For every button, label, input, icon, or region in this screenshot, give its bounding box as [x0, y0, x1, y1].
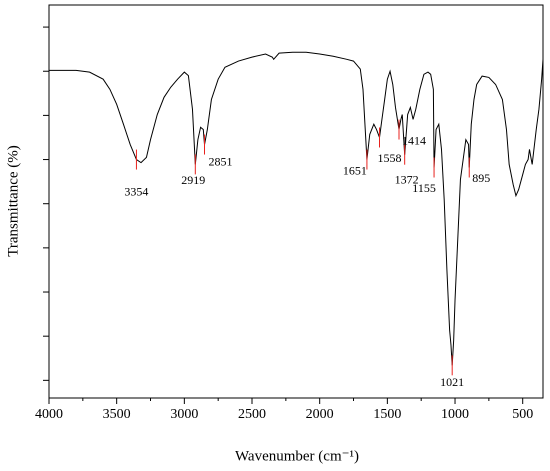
peak-label: 1372 [395, 172, 419, 186]
peak-label: 1021 [440, 375, 464, 389]
x-tick-label: 3500 [103, 407, 131, 422]
peak-label: 1651 [343, 163, 367, 177]
spectrum-line [49, 51, 544, 366]
peak-label: 2851 [209, 154, 233, 168]
x-tick-label: 3000 [170, 407, 198, 422]
plot-frame [48, 4, 544, 399]
peak-label: 2919 [181, 173, 205, 187]
x-tick-label: 2000 [306, 407, 334, 422]
peak-label: 1558 [378, 151, 402, 165]
peak-label: 1414 [402, 133, 426, 147]
peak-label: 1155 [412, 181, 436, 195]
x-tick-label: 1000 [441, 407, 469, 422]
x-tick-label: 500 [512, 407, 533, 422]
peak-label: 895 [472, 171, 490, 185]
y-axis-title: Transmittance (%) [5, 145, 21, 257]
x-tick-label: 1500 [373, 407, 401, 422]
x-axis-title: Wavenumber (cm⁻¹) [235, 448, 359, 464]
x-tick-label: 2500 [238, 407, 266, 422]
peak-label: 3354 [124, 184, 148, 198]
x-tick-label: 4000 [35, 407, 63, 422]
